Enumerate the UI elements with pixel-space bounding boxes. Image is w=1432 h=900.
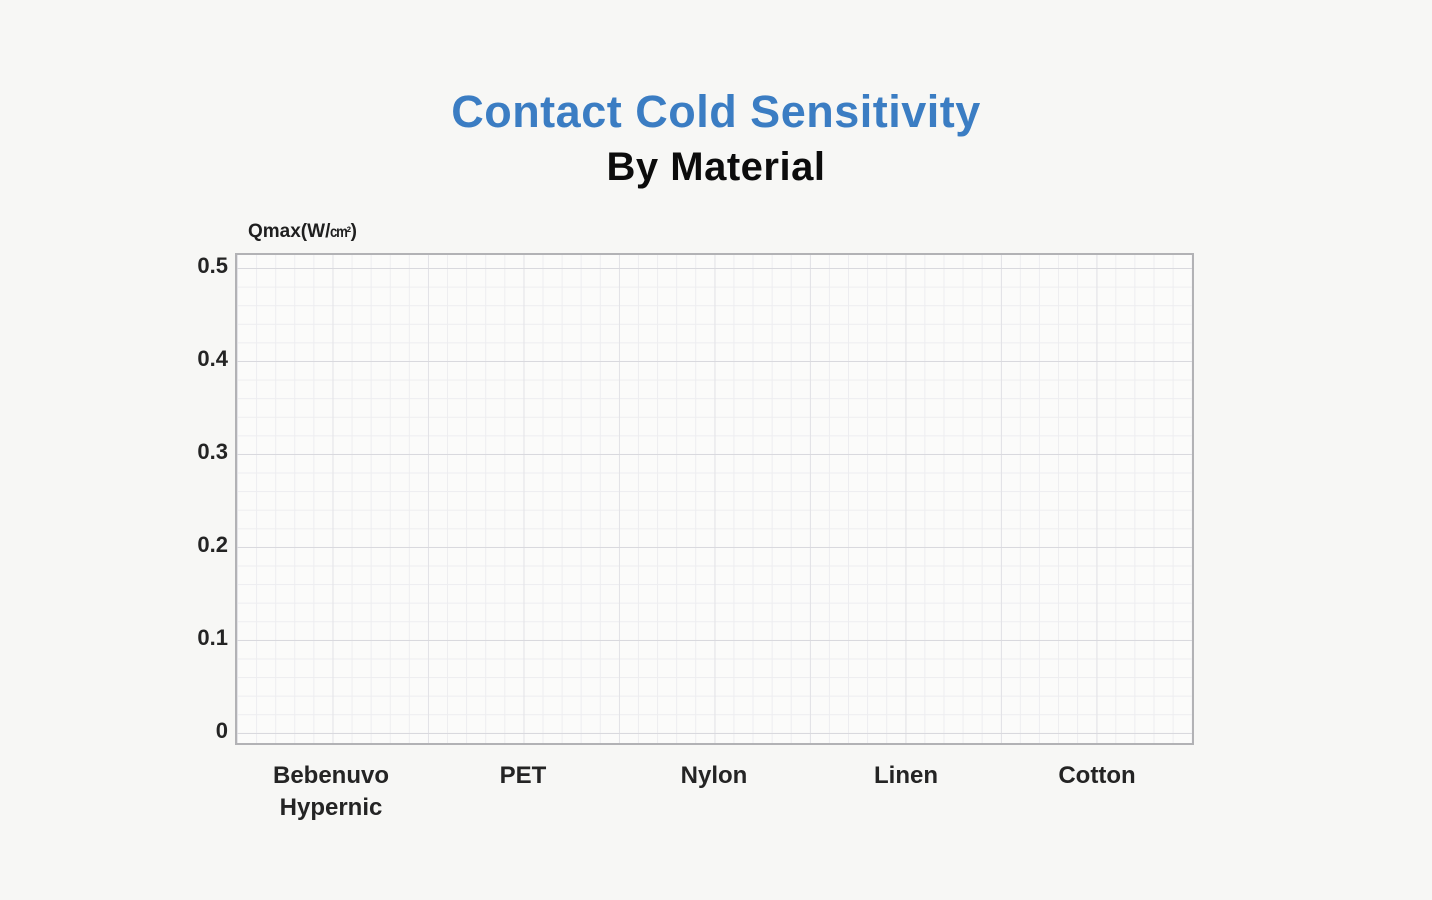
y-tick-label-0.3: 0.3 (197, 439, 228, 464)
chart-title: Contact Cold Sensitivity (451, 86, 981, 137)
x-axis-label-pet: PET (499, 762, 547, 789)
x-axis-label-nylon: Nylon (680, 762, 748, 789)
y-axis-title-prefix: Qmax(W/ (248, 221, 331, 242)
plot-area (235, 253, 1194, 745)
y-tick-label-0.2: 0.2 (197, 532, 228, 557)
x-axis-label-bebenuvo-hypernic: Bebenuvo Hypernic (272, 762, 389, 821)
y-axis-unit: cm² (330, 224, 351, 241)
chart-subtitle: By Material (606, 145, 826, 189)
y-axis-title-suffix: ) (350, 221, 357, 242)
y-tick-label-0.4: 0.4 (197, 346, 228, 371)
x-axis-label-linen: Linen (874, 762, 938, 789)
y-tick-label-0.1: 0.1 (197, 625, 228, 650)
y-tick-label-0: 0 (215, 718, 228, 743)
y-axis-title: Qmax(W/cm²) (248, 221, 357, 243)
x-axis-label-cotton: Cotton (1058, 762, 1136, 789)
y-tick-label-0.5: 0.5 (197, 253, 228, 278)
